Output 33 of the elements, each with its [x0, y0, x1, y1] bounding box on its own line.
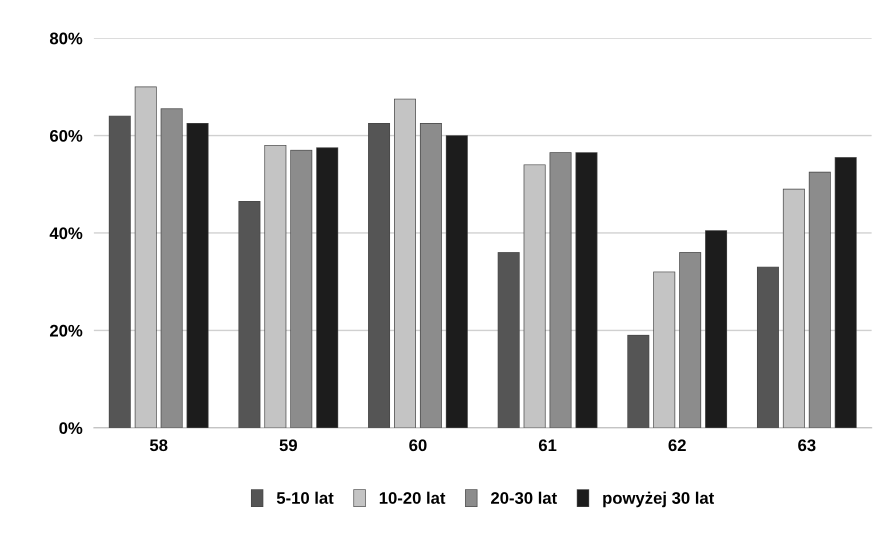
x-tick-label: 60 — [409, 439, 427, 452]
bar — [186, 123, 209, 428]
bar — [756, 266, 779, 428]
bar — [679, 252, 702, 428]
bar — [316, 147, 338, 428]
y-tick-label: 20% — [50, 324, 82, 337]
bar — [705, 230, 728, 428]
bar — [627, 334, 650, 428]
x-tick-label: 61 — [538, 439, 556, 452]
legend-label: 20-30 lat — [491, 492, 557, 504]
x-tick-label: 62 — [668, 439, 686, 452]
bar — [368, 123, 390, 428]
bar — [238, 200, 260, 428]
y-tick-label: 40% — [50, 227, 82, 240]
bar — [550, 152, 572, 428]
x-tick-label: 58 — [150, 439, 168, 452]
bar — [834, 157, 857, 428]
bar — [575, 152, 598, 428]
bar — [290, 150, 312, 428]
legend-label: 10-20 lat — [380, 492, 446, 504]
bar — [498, 252, 520, 428]
legend-label: powyżej 30 lat — [603, 492, 714, 508]
x-tick-label: 63 — [798, 439, 816, 452]
bar — [446, 135, 468, 428]
y-tick-label: 60% — [50, 130, 82, 142]
y-tick-label: 80% — [50, 32, 82, 44]
bar — [808, 172, 831, 428]
bar — [108, 116, 131, 428]
bar — [160, 108, 183, 428]
x-tick-label: 59 — [280, 439, 297, 452]
y-tick-label: 0% — [59, 422, 82, 434]
bar — [420, 123, 442, 428]
legend-label: 5-10 lat — [276, 492, 334, 504]
